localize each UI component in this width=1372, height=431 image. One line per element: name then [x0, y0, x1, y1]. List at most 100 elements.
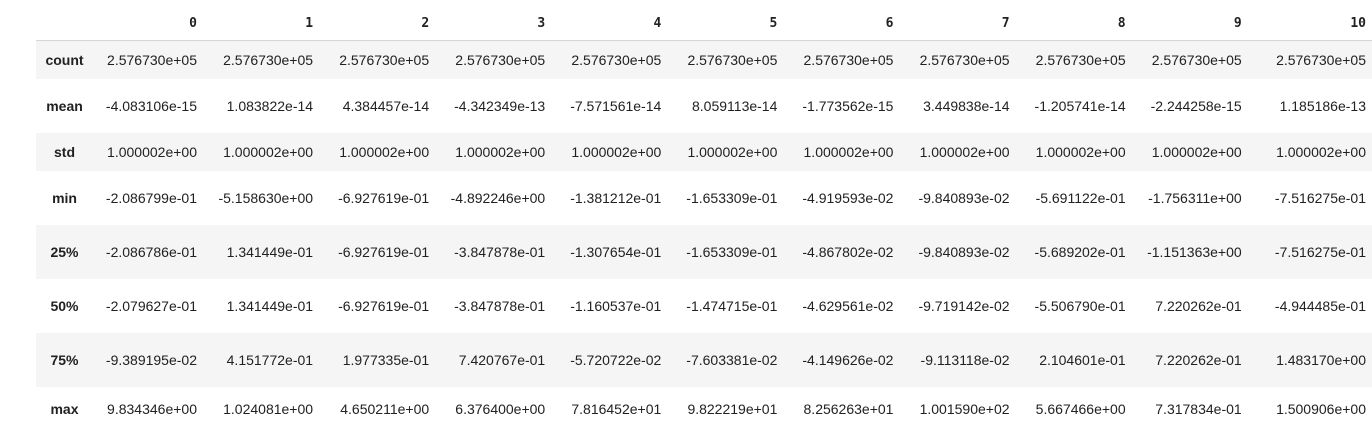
- table-cell: 1.000002e+00: [1035, 143, 1126, 160]
- row-index-label: 75%: [50, 351, 79, 368]
- table-cell: 1.000002e+00: [107, 143, 197, 160]
- table-cell: 4.384457e-14: [342, 97, 430, 114]
- table-cell: -4.919593e-02: [802, 189, 894, 206]
- table-cell: 1.000002e+00: [1276, 143, 1366, 160]
- table-cell: -9.389195e-02: [105, 351, 197, 368]
- table-cell: 1.500906e+00: [1276, 400, 1366, 417]
- row-index-label: max: [50, 400, 79, 417]
- table-cell: -4.083106e-15: [105, 97, 197, 114]
- table-cell: -5.720722e-02: [570, 351, 662, 368]
- table-cell: 2.576730e+05: [803, 51, 894, 68]
- table-cell: 7.220262e-01: [1155, 297, 1242, 314]
- table-cell: -3.847878e-01: [454, 243, 546, 260]
- table-cell: -1.160537e-01: [570, 297, 662, 314]
- row-index-label: std: [54, 143, 75, 160]
- table-cell: 4.151772e-01: [226, 351, 314, 368]
- table-cell: 1.000002e+00: [687, 143, 778, 160]
- table-cell: 2.576730e+05: [1276, 51, 1366, 68]
- table-cell: 2.576730e+05: [571, 51, 662, 68]
- table-body: count 2.576730e+05 2.576730e+05 2.576730e+0…: [36, 40, 1372, 431]
- table-cell: 1.000002e+00: [339, 143, 430, 160]
- table-cell: 2.576730e+05: [455, 51, 546, 68]
- table-cell: -7.516275e-01: [1274, 243, 1366, 260]
- column-header: 3: [435, 6, 552, 41]
- table-row: mean -4.083106e-15 1.083822e-14 4.384457e-1…: [36, 78, 1372, 133]
- table-cell: -1.307654e-01: [570, 243, 662, 260]
- table-cell: -2.086786e-01: [105, 243, 197, 260]
- table-row: max 9.834346e+00 1.024081e+00 4.650211e+00 6…: [36, 386, 1372, 431]
- table-cell: 1.001590e+02: [919, 400, 1010, 417]
- table-cell: -1.653309e-01: [686, 243, 778, 260]
- table-cell: 2.576730e+05: [1035, 51, 1126, 68]
- table-cell: -6.927619e-01: [338, 189, 430, 206]
- table-cell: 9.822219e+01: [687, 400, 778, 417]
- table-cell: -4.342349e-13: [454, 97, 546, 114]
- table-cell: 1.483170e+00: [1276, 351, 1366, 368]
- table-cell: 7.816452e+01: [571, 400, 662, 417]
- row-index-label: min: [52, 189, 77, 206]
- table-cell: 1.341449e-01: [226, 297, 314, 314]
- column-header: 4: [551, 6, 668, 41]
- table-cell: 2.576730e+05: [339, 51, 430, 68]
- row-index-label: count: [45, 51, 84, 68]
- table-cell: -2.244258e-15: [1150, 97, 1242, 114]
- table-header: 0 1 2 3 4 5 6 7 8 9 10: [36, 6, 1372, 41]
- table-cell: -1.205741e-14: [1034, 97, 1126, 114]
- table-cell: -2.086799e-01: [105, 189, 197, 206]
- column-header: 0: [93, 6, 203, 41]
- column-header: 6: [783, 6, 900, 41]
- table-cell: 2.576730e+05: [687, 51, 778, 68]
- table-cell: 1.083822e-14: [226, 97, 314, 114]
- table-row: 50% -2.079627e-01 1.341449e-01 -6.927619e-0…: [36, 278, 1372, 333]
- index-header: [36, 6, 94, 41]
- row-index-label: 50%: [50, 297, 79, 314]
- table-row: min -2.086799e-01 -5.158630e+00 -6.927619e-…: [36, 170, 1372, 225]
- table-cell: -7.571561e-14: [570, 97, 662, 114]
- header-row: 0 1 2 3 4 5 6 7 8 9 10: [36, 6, 1372, 41]
- table-cell: -7.516275e-01: [1274, 189, 1366, 206]
- table-cell: -4.892246e+00: [450, 189, 546, 206]
- table-cell: -5.506790e-01: [1034, 297, 1126, 314]
- table-cell: -5.691122e-01: [1035, 189, 1126, 206]
- table-cell: -9.719142e-02: [918, 297, 1010, 314]
- table-cell: 1.341449e-01: [226, 243, 314, 260]
- table-cell: -4.629561e-02: [802, 297, 894, 314]
- table-cell: -4.149626e-02: [802, 351, 894, 368]
- table-cell: 1.000002e+00: [1151, 143, 1242, 160]
- table-cell: 8.059113e-14: [692, 97, 778, 114]
- table-cell: 8.256263e+01: [803, 400, 894, 417]
- table-cell: -1.756311e+00: [1148, 189, 1242, 206]
- column-header: 1: [202, 6, 320, 41]
- table-cell: 9.834346e+00: [107, 400, 197, 417]
- table-cell: -9.113118e-02: [920, 351, 1010, 368]
- table-cell: -9.840893e-02: [918, 243, 1010, 260]
- row-index-label: 25%: [50, 243, 79, 260]
- table-cell: 7.220262e-01: [1155, 351, 1242, 368]
- table-cell: -6.927619e-01: [338, 243, 430, 260]
- table-row: count 2.576730e+05 2.576730e+05 2.576730e+0…: [36, 40, 1372, 79]
- table-cell: -4.867802e-02: [802, 243, 894, 260]
- table-cell: -5.158630e+00: [218, 189, 314, 206]
- row-index-label: mean: [46, 97, 83, 114]
- table-cell: 1.000002e+00: [919, 143, 1010, 160]
- table-cell: 1.000002e+00: [223, 143, 314, 160]
- table-cell: 1.000002e+00: [803, 143, 894, 160]
- table-cell: 1.000002e+00: [571, 143, 662, 160]
- column-header: 5: [667, 6, 784, 41]
- table-cell: 3.449838e-14: [923, 97, 1010, 114]
- table-row: 25% -2.086786e-01 1.341449e-01 -6.927619e-0…: [36, 224, 1372, 279]
- table-cell: -1.474715e-01: [686, 297, 778, 314]
- table-row: std 1.000002e+00 1.000002e+00 1.000002e+00 1…: [36, 132, 1372, 171]
- table-cell: -1.773562e-15: [802, 97, 894, 114]
- table-cell: 2.576730e+05: [919, 51, 1010, 68]
- table-cell: -4.944485e-01: [1274, 297, 1366, 314]
- column-header: 10: [1247, 6, 1372, 41]
- table-cell: -9.840893e-02: [918, 189, 1010, 206]
- table-cell: 2.104601e-01: [1039, 351, 1126, 368]
- table-cell: 4.650211e+00: [340, 400, 430, 417]
- table-cell: -1.653309e-01: [686, 189, 778, 206]
- table-cell: 7.420767e-01: [458, 351, 546, 368]
- table-cell: 5.667466e+00: [1035, 400, 1126, 417]
- table-cell: 7.317834e-01: [1155, 400, 1242, 417]
- column-header: 8: [1015, 6, 1132, 41]
